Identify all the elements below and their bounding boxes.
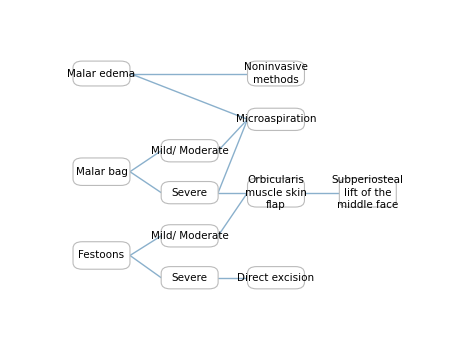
Text: Mild/ Moderate: Mild/ Moderate bbox=[151, 231, 228, 241]
Text: Malar bag: Malar bag bbox=[75, 167, 128, 177]
Text: Malar edema: Malar edema bbox=[67, 69, 136, 79]
FancyBboxPatch shape bbox=[73, 61, 130, 86]
FancyBboxPatch shape bbox=[247, 108, 304, 131]
Text: Severe: Severe bbox=[172, 273, 208, 283]
FancyBboxPatch shape bbox=[73, 242, 130, 269]
Text: Subperiosteal
lift of the
middle face: Subperiosteal lift of the middle face bbox=[332, 175, 404, 210]
FancyBboxPatch shape bbox=[247, 61, 304, 86]
FancyBboxPatch shape bbox=[161, 140, 218, 162]
FancyBboxPatch shape bbox=[339, 178, 396, 207]
Text: Direct excision: Direct excision bbox=[237, 273, 315, 283]
FancyBboxPatch shape bbox=[247, 178, 304, 207]
Text: Noninvasive
methods: Noninvasive methods bbox=[244, 62, 308, 85]
Text: Orbicularis
muscle skin
flap: Orbicularis muscle skin flap bbox=[245, 175, 307, 210]
FancyBboxPatch shape bbox=[73, 158, 130, 185]
Text: Microaspiration: Microaspiration bbox=[236, 114, 316, 124]
FancyBboxPatch shape bbox=[161, 267, 218, 289]
Text: Mild/ Moderate: Mild/ Moderate bbox=[151, 146, 228, 156]
FancyBboxPatch shape bbox=[161, 182, 218, 204]
FancyBboxPatch shape bbox=[161, 225, 218, 247]
Text: Severe: Severe bbox=[172, 188, 208, 198]
Text: Festoons: Festoons bbox=[78, 251, 125, 260]
FancyBboxPatch shape bbox=[247, 267, 304, 289]
